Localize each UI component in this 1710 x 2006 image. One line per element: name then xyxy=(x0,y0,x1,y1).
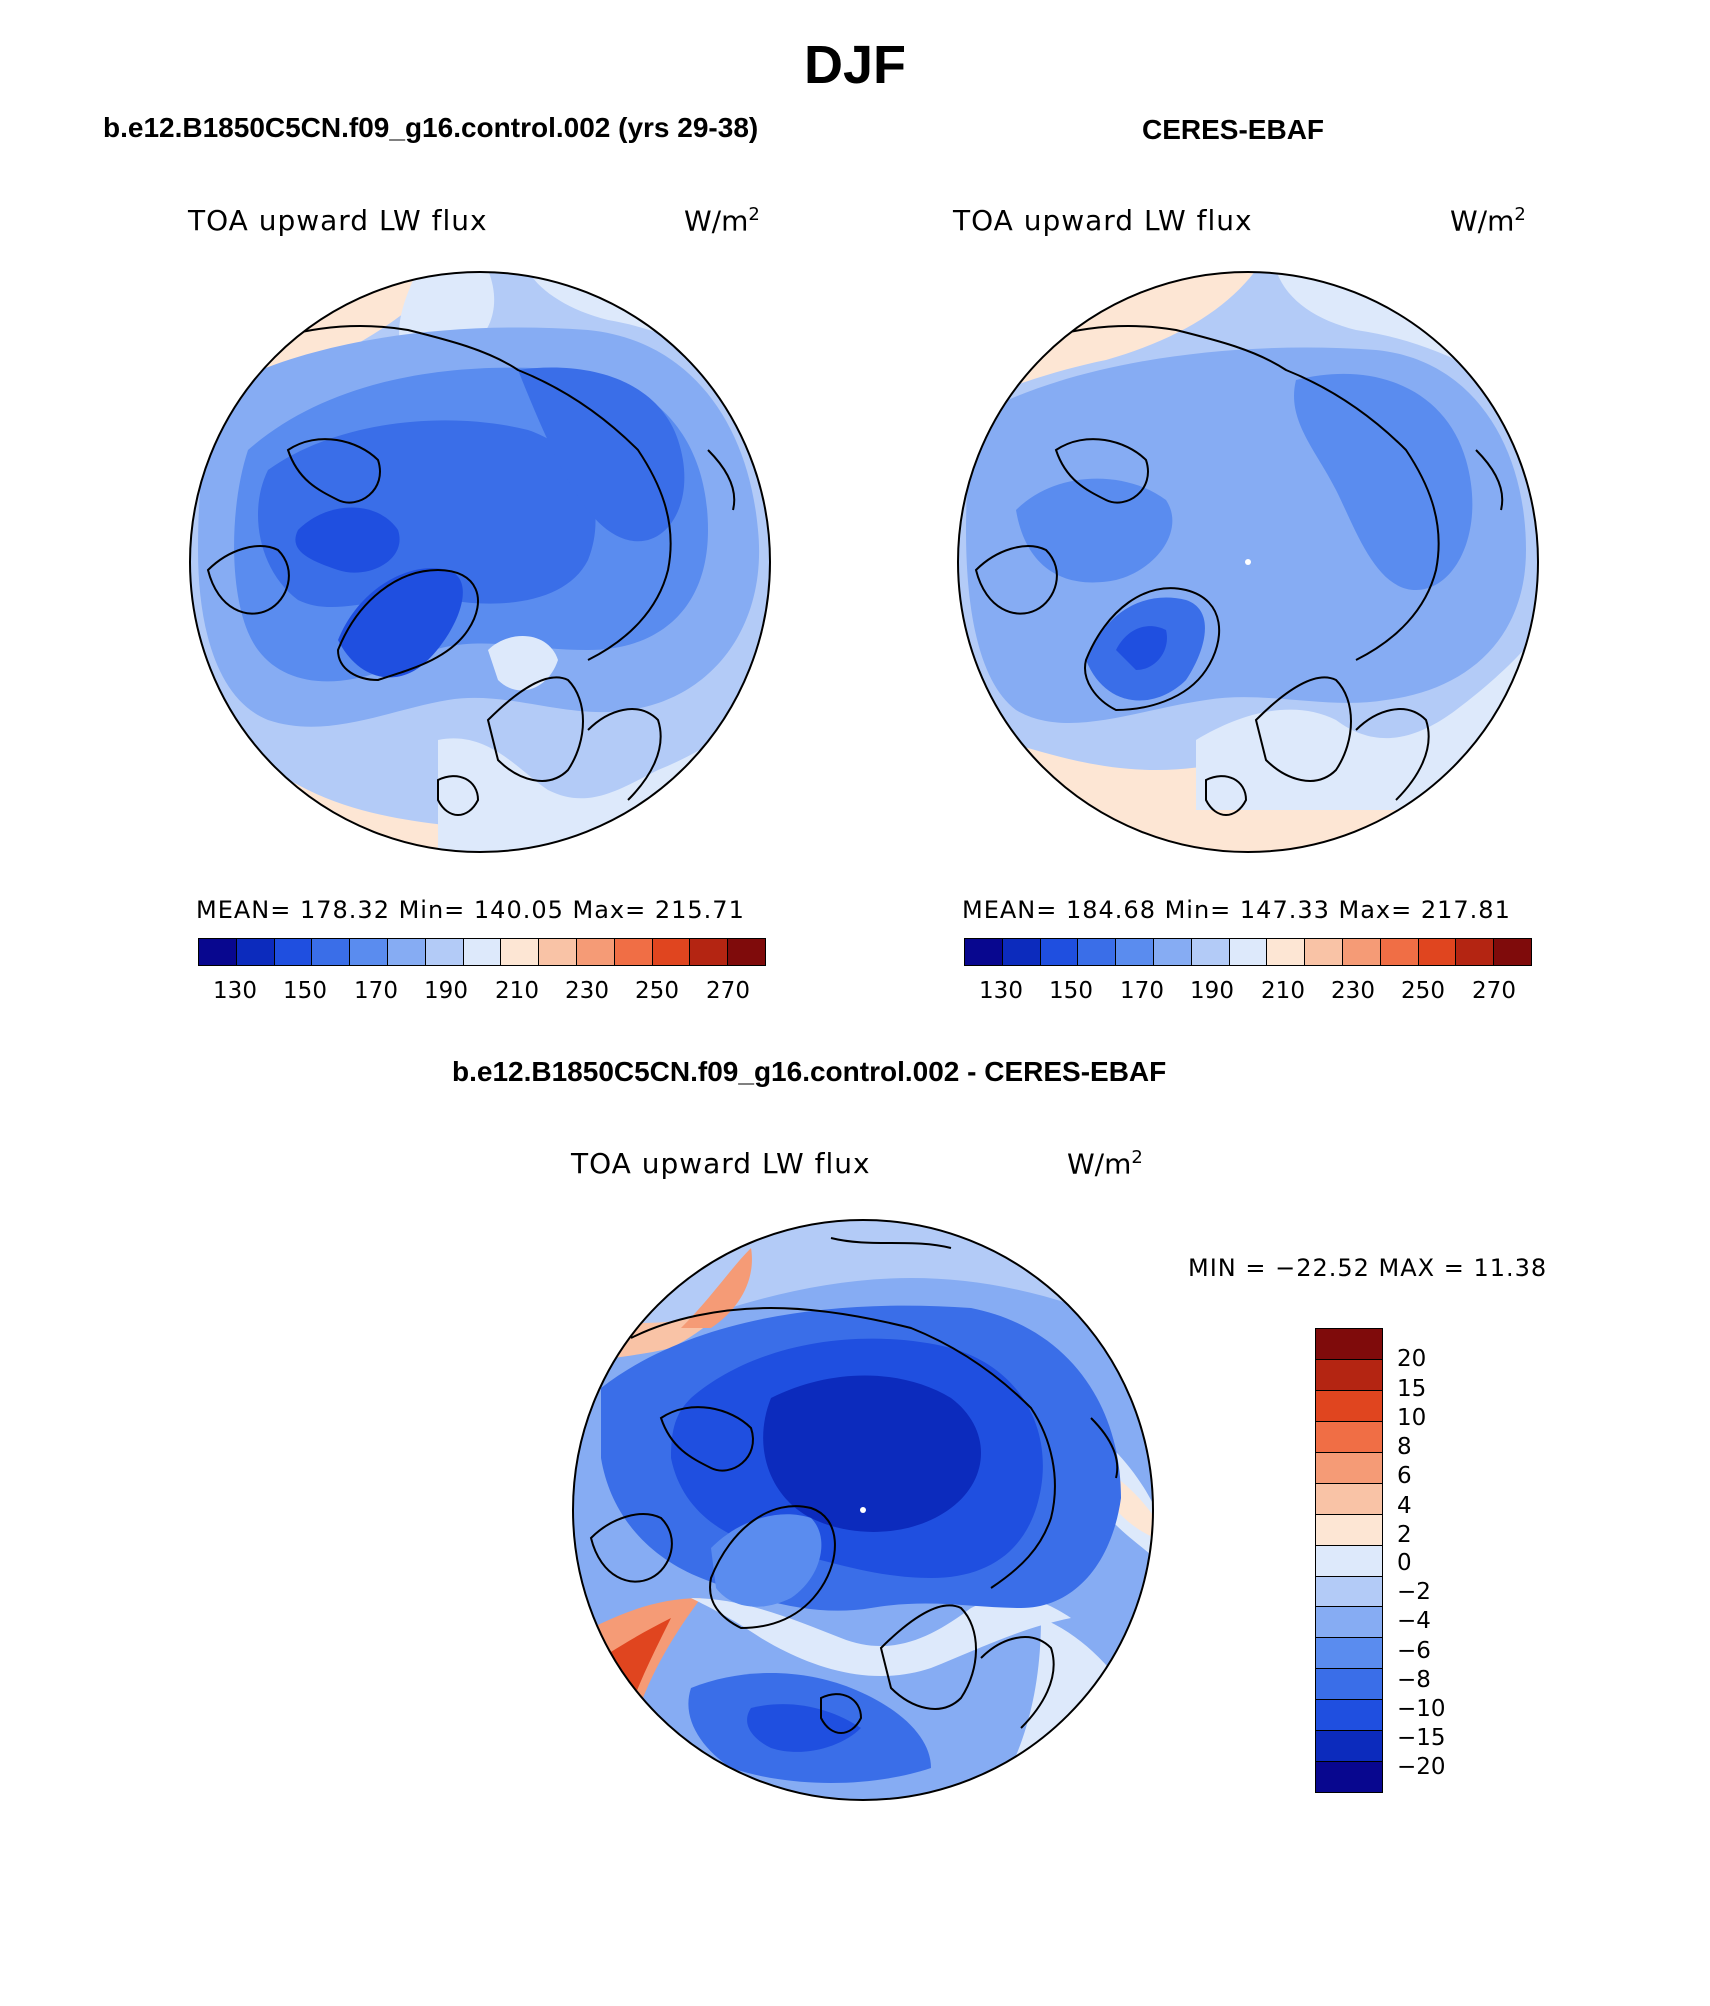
panel-diff-title: b.e12.B1850C5CN.f09_g16.control.002 - CE… xyxy=(452,1056,1167,1087)
panel-right-tick: 150 xyxy=(1049,978,1093,1004)
panel-diff-colorbar-label: −20 xyxy=(1397,1754,1446,1780)
panel-left-tick: 130 xyxy=(213,978,257,1004)
panel-left-tick: 190 xyxy=(424,978,468,1004)
panel-diff-colorbar-label: 8 xyxy=(1397,1434,1412,1460)
panel-left-polar-map xyxy=(189,271,771,853)
panel-right-tick: 190 xyxy=(1190,978,1234,1004)
panel-left-title: b.e12.B1850C5CN.f09_g16.control.002 (yrs… xyxy=(103,112,759,143)
panel-diff-colorbar-label: 15 xyxy=(1397,1376,1427,1402)
panel-left-unit: W/m2 xyxy=(684,204,760,238)
panel-left-tick: 150 xyxy=(283,978,327,1004)
panel-right-tick: 270 xyxy=(1472,978,1516,1004)
panel-diff-colorbar-label: 0 xyxy=(1397,1550,1412,1576)
panel-left-colorbar xyxy=(198,938,766,966)
panel-diff-colorbar xyxy=(1315,1328,1383,1793)
panel-right-tick: 250 xyxy=(1401,978,1445,1004)
panel-diff-colorbar-label: 2 xyxy=(1397,1522,1412,1548)
panel-left-tick: 170 xyxy=(354,978,398,1004)
panel-diff-colorbar-label: 20 xyxy=(1397,1346,1427,1372)
panel-right-tick: 130 xyxy=(979,978,1023,1004)
panel-right-polar-map xyxy=(957,271,1539,853)
panel-diff-colorbar-label: −10 xyxy=(1397,1696,1446,1722)
panel-right-title: CERES-EBAF xyxy=(1142,114,1325,145)
panel-right-tick: 210 xyxy=(1261,978,1305,1004)
panel-left-stats: MEAN= 178.32 Min= 140.05 Max= 215.71 xyxy=(196,896,745,924)
panel-diff-colorbar-label: −15 xyxy=(1397,1725,1446,1751)
panel-left-tick: 270 xyxy=(706,978,750,1004)
panel-diff-variable: TOA upward LW flux xyxy=(571,1147,871,1180)
panel-diff-unit: W/m2 xyxy=(1067,1147,1143,1181)
figure-title: DJF xyxy=(803,35,906,95)
panel-right-unit: W/m2 xyxy=(1450,204,1526,238)
panel-diff-colorbar-label: −6 xyxy=(1397,1638,1431,1664)
panel-diff-colorbar-label: −4 xyxy=(1397,1608,1431,1634)
panel-right-tick: 170 xyxy=(1120,978,1164,1004)
panel-left-tick: 210 xyxy=(495,978,539,1004)
panel-diff-colorbar-label: −8 xyxy=(1397,1667,1431,1693)
panel-diff-colorbar-label: 4 xyxy=(1397,1493,1412,1519)
panel-diff-colorbar-label: −2 xyxy=(1397,1579,1431,1605)
panel-right-variable: TOA upward LW flux xyxy=(953,204,1253,237)
panel-right-stats: MEAN= 184.68 Min= 147.33 Max= 217.81 xyxy=(962,896,1511,924)
panel-left-tick: 250 xyxy=(635,978,679,1004)
panel-right-colorbar xyxy=(964,938,1532,966)
panel-left-tick: 230 xyxy=(565,978,609,1004)
panel-diff-colorbar-label: 6 xyxy=(1397,1463,1412,1489)
panel-diff-polar-map xyxy=(572,1219,1154,1801)
panel-left-variable: TOA upward LW flux xyxy=(188,204,488,237)
panel-diff-colorbar-label: 10 xyxy=(1397,1405,1427,1431)
panel-diff-minmax: MIN = −22.52 MAX = 11.38 xyxy=(1188,1254,1548,1282)
panel-right-tick: 230 xyxy=(1331,978,1375,1004)
